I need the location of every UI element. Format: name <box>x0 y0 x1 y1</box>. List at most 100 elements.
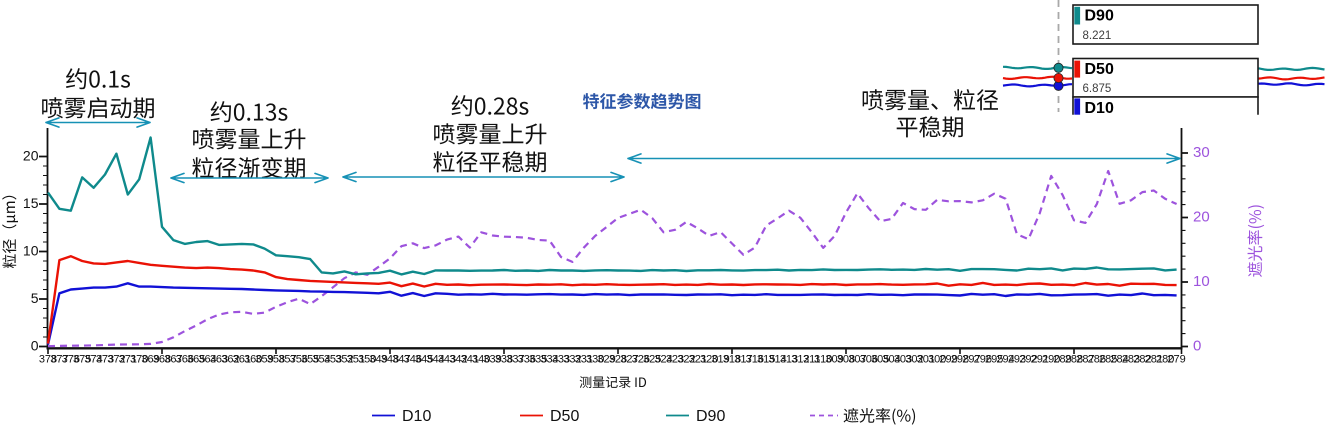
svg-text:335: 335 <box>529 354 547 366</box>
svg-text:342: 342 <box>449 354 467 366</box>
svg-text:301: 301 <box>917 354 935 366</box>
svg-text:290: 290 <box>1042 354 1060 366</box>
svg-text:307: 307 <box>848 354 866 366</box>
svg-text:288: 288 <box>1065 354 1083 366</box>
svg-text:5: 5 <box>31 290 39 306</box>
svg-text:345: 345 <box>415 354 433 366</box>
svg-text:20: 20 <box>23 148 39 164</box>
svg-text:372: 372 <box>107 354 125 366</box>
svg-text:285: 285 <box>1099 354 1117 366</box>
svg-text:339: 339 <box>483 354 501 366</box>
svg-text:D90: D90 <box>696 408 725 425</box>
svg-text:340: 340 <box>472 354 490 366</box>
svg-text:20: 20 <box>1193 209 1210 226</box>
svg-text:294: 294 <box>996 354 1014 366</box>
svg-text:328: 328 <box>609 354 627 366</box>
svg-text:337: 337 <box>506 354 524 366</box>
svg-text:317: 317 <box>734 354 752 366</box>
svg-text:350: 350 <box>358 354 376 366</box>
svg-text:329: 329 <box>597 354 615 366</box>
svg-text:318: 318 <box>723 354 741 366</box>
svg-text:355: 355 <box>301 354 319 366</box>
svg-text:D50: D50 <box>1085 61 1114 78</box>
svg-text:348: 348 <box>381 354 399 366</box>
svg-text:353: 353 <box>324 354 342 366</box>
svg-text:344: 344 <box>426 354 444 366</box>
svg-text:310: 310 <box>814 354 832 366</box>
svg-text:280: 280 <box>1156 354 1174 366</box>
svg-text:314: 314 <box>768 354 786 366</box>
svg-text:363: 363 <box>210 354 228 366</box>
svg-text:D10: D10 <box>1085 100 1114 117</box>
svg-text:311: 311 <box>803 354 821 366</box>
svg-text:321: 321 <box>689 354 707 366</box>
svg-text:279: 279 <box>1167 354 1185 366</box>
svg-text:347: 347 <box>392 354 410 366</box>
svg-text:8.221: 8.221 <box>1083 30 1112 42</box>
svg-text:289: 289 <box>1053 354 1071 366</box>
svg-text:358: 358 <box>267 354 285 366</box>
svg-text:10: 10 <box>1193 273 1210 290</box>
svg-text:361: 361 <box>233 354 251 366</box>
svg-text:370: 370 <box>130 354 148 366</box>
svg-text:0: 0 <box>1193 338 1201 355</box>
svg-text:378: 378 <box>39 354 57 366</box>
svg-text:6.875: 6.875 <box>1083 83 1112 95</box>
svg-text:364: 364 <box>198 354 216 366</box>
svg-text:351: 351 <box>347 354 365 366</box>
svg-text:304: 304 <box>882 354 900 366</box>
svg-text:305: 305 <box>871 354 889 366</box>
svg-text:D90: D90 <box>1085 8 1114 25</box>
svg-text:326: 326 <box>632 354 650 366</box>
svg-text:312: 312 <box>791 354 809 366</box>
svg-text:359: 359 <box>255 354 273 366</box>
svg-text:352: 352 <box>335 354 353 366</box>
svg-text:356: 356 <box>290 354 308 366</box>
svg-text:375: 375 <box>73 354 91 366</box>
svg-text:315: 315 <box>757 354 775 366</box>
svg-text:367: 367 <box>164 354 182 366</box>
svg-text:297: 297 <box>962 354 980 366</box>
svg-text:292: 292 <box>1019 354 1037 366</box>
svg-text:322: 322 <box>677 354 695 366</box>
svg-text:365: 365 <box>187 354 205 366</box>
svg-text:309: 309 <box>825 354 843 366</box>
svg-text:308: 308 <box>837 354 855 366</box>
svg-text:291: 291 <box>1031 354 1049 366</box>
svg-text:324: 324 <box>654 354 672 366</box>
svg-text:320: 320 <box>700 354 718 366</box>
svg-text:283: 283 <box>1122 354 1140 366</box>
svg-text:373: 373 <box>96 354 114 366</box>
svg-text:327: 327 <box>620 354 638 366</box>
svg-text:D10: D10 <box>402 408 431 425</box>
svg-text:298: 298 <box>951 354 969 366</box>
svg-text:376: 376 <box>62 354 80 366</box>
svg-text:368: 368 <box>153 354 171 366</box>
svg-text:338: 338 <box>495 354 513 366</box>
svg-text:303: 303 <box>894 354 912 366</box>
svg-text:313: 313 <box>780 354 798 366</box>
svg-text:323: 323 <box>666 354 684 366</box>
svg-text:336: 336 <box>518 354 536 366</box>
svg-text:282: 282 <box>1133 354 1151 366</box>
svg-text:300: 300 <box>928 354 946 366</box>
svg-text:296: 296 <box>974 354 992 366</box>
svg-text:349: 349 <box>369 354 387 366</box>
svg-text:332: 332 <box>563 354 581 366</box>
svg-text:306: 306 <box>860 354 878 366</box>
svg-text:316: 316 <box>746 354 764 366</box>
svg-text:287: 287 <box>1076 354 1094 366</box>
svg-text:374: 374 <box>84 354 102 366</box>
svg-text:295: 295 <box>985 354 1003 366</box>
svg-text:0: 0 <box>31 338 39 354</box>
svg-text:293: 293 <box>1008 354 1026 366</box>
svg-text:286: 286 <box>1088 354 1106 366</box>
svg-text:343: 343 <box>438 354 456 366</box>
svg-text:341: 341 <box>461 354 479 366</box>
svg-text:377: 377 <box>50 354 68 366</box>
svg-text:366: 366 <box>176 354 194 366</box>
svg-text:331: 331 <box>575 354 593 366</box>
svg-text:360: 360 <box>244 354 262 366</box>
svg-text:330: 330 <box>586 354 604 366</box>
svg-text:30: 30 <box>1193 144 1210 161</box>
